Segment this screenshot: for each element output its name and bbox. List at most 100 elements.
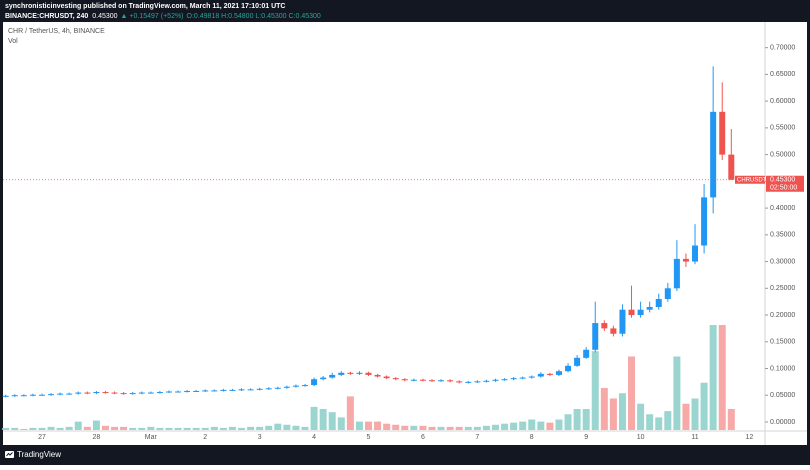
candle-body [111,392,118,394]
candle-body [38,394,45,396]
volume-bar [655,417,663,430]
volume-bar [600,388,608,430]
volume-bar [165,427,173,430]
candle-body [338,372,345,375]
x-tick-label: 7 [475,434,479,441]
candle-body [220,389,227,391]
candle-body [456,381,463,383]
symbol-line: BINANCE:CHRUSDT, 240 0.45300 ▲ +0.15497 (+… [5,13,321,20]
x-tick-label: Mar [145,434,158,441]
volume-legend: Vol [8,38,18,45]
price: 0.45300 [92,13,117,20]
volume-bar [56,427,64,430]
y-tick-label: 0.65000 [770,71,795,78]
candle-body [93,392,100,394]
candle-body [583,349,590,358]
candle-body [374,374,381,377]
volume-bar [591,351,599,430]
symbol: BINANCE:CHRUSDT, 240 [5,13,88,20]
volume-bar [682,403,690,430]
candle-body [247,389,254,391]
volume-bar [664,411,672,430]
volume-bar [392,424,400,430]
volume-bar [727,409,735,430]
change: ▲ +0.15497 (+52%) [121,13,184,20]
candle-body [11,395,18,397]
y-tick-label: 0.15000 [770,339,795,346]
countdown: 02:50:00 [770,185,797,192]
candle-body [428,380,435,382]
candle-body [637,309,644,316]
x-tick-label: 3 [258,434,262,441]
candle-body [66,393,73,395]
candle-body [29,394,36,396]
last-price-symbol: CHRUSDT [737,177,767,183]
volume-bar [555,419,563,430]
candle-body [619,309,626,334]
volume-bar [564,414,572,430]
volume-bar [510,422,518,430]
candle-body [610,328,617,334]
volume-bar [201,427,209,430]
y-tick-label: 0.35000 [770,232,795,239]
candle-body [75,392,82,394]
chart-legend: CHR / TetherUS, 4h, BINANCE [8,28,105,35]
volume-bar [519,421,527,430]
candle-body [138,392,145,394]
volume-bar [183,427,191,430]
volume-bar [464,426,472,430]
volume-bar [156,427,164,430]
candle-body [156,392,163,394]
volume-bar [401,425,409,430]
volume-bar [319,409,327,430]
volume-bar [92,420,100,430]
candle-body [728,154,735,180]
volume-bar [256,426,264,430]
candle-body [546,373,553,375]
volume-bar [147,426,155,430]
candle-body [365,372,372,375]
candle-body [555,371,562,375]
volume-bar [646,414,654,430]
candle-body [129,393,136,395]
volume-bar [374,421,382,430]
candle-body [592,323,599,350]
candle-body [438,380,445,382]
volume-bar [419,425,427,430]
candle-body [601,323,608,329]
y-tick-label: 0.05000 [770,392,795,399]
volume-bar [537,421,545,430]
candle-body [565,365,572,372]
volume-bar [428,426,436,430]
volume-bar [337,417,345,430]
volume-bar [365,421,372,430]
publisher-line: synchronisticinvesting published on Trad… [5,3,285,10]
x-tick-label: 27 [38,434,46,441]
last-price-label: 0.45300 [770,177,795,184]
candle-body [401,379,408,381]
footer-brand: TradingView [17,450,61,459]
candle-body [184,390,191,392]
volume-bar [573,409,581,430]
volume-bar [383,423,391,430]
y-tick-label: 0.10000 [770,365,795,372]
x-tick-label: 28 [93,434,101,441]
volume-bar [292,425,300,430]
volume-bar [228,426,236,430]
candle-body [2,395,9,397]
candle-body [410,379,417,381]
volume-bar [65,426,73,430]
volume-bar [528,419,536,430]
y-tick-label: 0.40000 [770,205,795,212]
candle-body [701,197,708,246]
volume-bar [491,424,499,430]
candle-body [492,379,499,381]
y-tick-label: 0.20000 [770,312,795,319]
y-tick-label: 0.50000 [770,151,795,158]
y-tick-label: 0.00000 [770,419,795,426]
volume-bar [582,409,590,430]
candle-body [147,392,154,394]
candle-body [719,111,726,155]
candle-body [646,307,653,310]
